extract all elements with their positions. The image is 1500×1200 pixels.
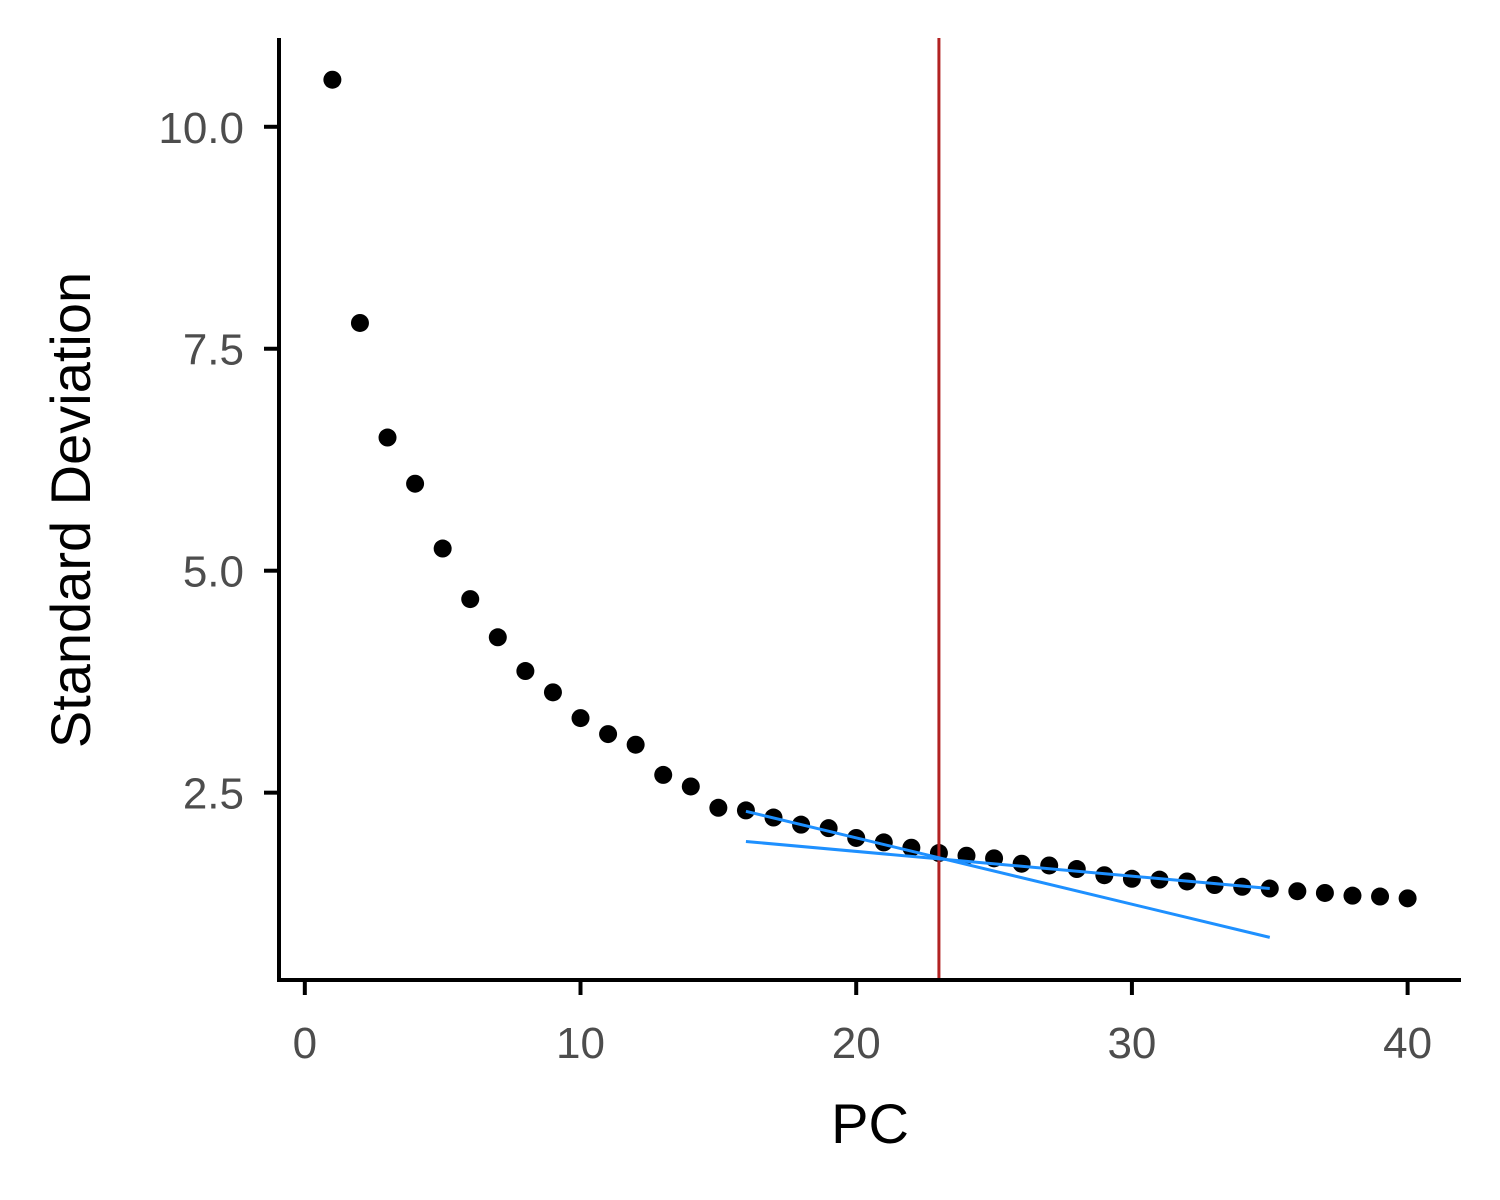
fit-line: [745, 840, 1270, 891]
data-point: [1288, 882, 1307, 901]
data-point: [433, 539, 452, 558]
x-tick-label: 40: [1383, 1019, 1432, 1068]
y-tick-label: 10.0: [158, 104, 244, 153]
x-tick-label: 0: [293, 1019, 317, 1068]
data-point: [626, 735, 645, 754]
y-axis-title: Standard Deviation: [39, 272, 102, 748]
data-point: [709, 798, 728, 817]
fit-line: [745, 809, 1271, 939]
x-axis-title: PC: [831, 1092, 909, 1155]
data-point: [1398, 889, 1417, 908]
data-point: [323, 70, 342, 89]
x-tick-label: 10: [556, 1019, 605, 1068]
data-point: [461, 590, 480, 609]
y-tick-label: 2.5: [183, 770, 244, 819]
data-point: [543, 683, 562, 702]
plot-marks: [323, 38, 1417, 980]
y-tick-label: 7.5: [183, 326, 244, 375]
data-point: [1315, 883, 1334, 902]
data-point: [654, 765, 673, 784]
data-point: [488, 628, 507, 647]
x-tick-label: 20: [832, 1019, 881, 1068]
data-point: [736, 801, 755, 820]
data-point: [1040, 856, 1059, 875]
data-point: [1095, 866, 1114, 885]
data-point: [1012, 854, 1031, 873]
data-point: [406, 474, 425, 493]
data-point: [516, 662, 535, 681]
data-point: [1343, 886, 1362, 905]
data-point: [378, 428, 397, 447]
data-point: [1122, 869, 1141, 888]
data-point: [1067, 860, 1086, 879]
data-point: [599, 725, 618, 744]
y-tick-label: 5.0: [183, 548, 244, 597]
data-point: [350, 313, 369, 332]
data-point: [681, 777, 700, 796]
data-point: [1371, 887, 1390, 906]
x-tick-label: 30: [1107, 1019, 1156, 1068]
x-axis-ticks: 0 10 20 30 40: [293, 982, 1432, 1068]
y-axis-ticks: 2.5 5.0 7.5 10.0: [158, 104, 278, 819]
data-point: [571, 709, 590, 728]
